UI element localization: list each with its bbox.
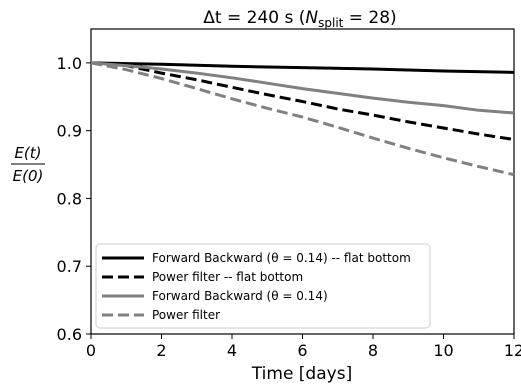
x-tick-label: 6 [297, 341, 307, 360]
x-tick-label: 10 [433, 341, 453, 360]
y-tick-label: 0.6 [57, 325, 82, 344]
x-tick-label: 12 [504, 341, 521, 360]
legend-label-4: Power filter [152, 308, 220, 322]
series-line-3 [90, 61, 515, 115]
series-line-2 [90, 61, 515, 141]
plot-area: 0 2 4 6 8 10 12 0.6 0.7 0.8 0.9 1.0 [57, 28, 521, 360]
legend-label-1: Forward Backward (θ = 0.14) -- flat bott… [152, 251, 411, 265]
chart-title: Δt = 240 s (Nsplit = 28) [203, 8, 396, 30]
x-axis-label: Time [days] [251, 364, 352, 384]
legend: Forward Backward (θ = 0.14) -- flat bott… [95, 243, 431, 329]
x-tick-label: 2 [156, 341, 166, 360]
x-tick-label: 0 [86, 341, 96, 360]
legend-label-3: Forward Backward (θ = 0.14) [152, 289, 328, 303]
series-group [90, 61, 515, 177]
y-axis-label-denominator: E(0) [13, 167, 44, 185]
legend-label-2: Power filter -- flat bottom [152, 270, 303, 284]
x-tick-label: 4 [227, 341, 237, 360]
y-tick-label: 0.7 [57, 257, 82, 276]
x-tick-label: 8 [368, 341, 378, 360]
y-axis-label-numerator: E(t) [14, 144, 41, 162]
y-tick-label: 0.8 [57, 189, 82, 208]
series-line-4 [90, 61, 515, 177]
legend-frame [95, 243, 431, 329]
series-line-1 [90, 61, 515, 74]
y-tick-label: 0.9 [57, 122, 82, 141]
y-tick-label: 1.0 [57, 54, 82, 73]
y-axis-label: E(t) E(0) [11, 144, 45, 185]
